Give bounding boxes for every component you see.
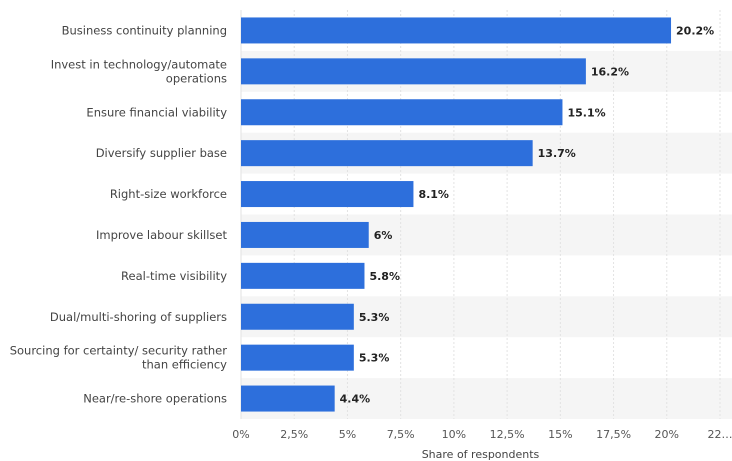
value-label: 20.2% [676, 24, 714, 37]
x-tick-label: 2,5% [280, 428, 308, 441]
x-tick-labels: 0% 2,5% 5% 7,5% 10% 12,5% 15% 17,5% 20% 22… [232, 428, 732, 441]
x-tick-label: 10% [442, 428, 466, 441]
x-tick-label: 20% [655, 428, 679, 441]
category-label: Dual/multi-shoring of suppliers [50, 310, 227, 324]
category-label: Business continuity planning [62, 23, 227, 37]
bar [241, 385, 335, 412]
value-label: 6% [374, 229, 393, 242]
bar [241, 17, 672, 44]
x-tick-label: 22… [708, 428, 732, 441]
value-label: 16.2% [591, 65, 629, 78]
category-label: Invest in technology/automate operations [51, 57, 227, 85]
category-label: Improve labour skillset [96, 228, 227, 242]
bar [241, 303, 354, 330]
bar [241, 221, 369, 248]
x-tick-label: 7,5% [387, 428, 415, 441]
x-tick-label: 12,5% [490, 428, 525, 441]
x-tick-label: 0% [232, 428, 249, 441]
category-label: Sourcing for certainty/ security rather t… [10, 344, 228, 372]
bar [241, 344, 354, 371]
category-label: Real-time visibility [121, 269, 227, 283]
value-label: 8.1% [418, 188, 449, 201]
value-label: 5.3% [359, 352, 390, 365]
bar [241, 262, 365, 289]
value-label: 15.1% [567, 106, 605, 119]
category-label: Right-size workforce [110, 187, 227, 201]
category-label: Diversify supplier base [96, 146, 227, 160]
value-label: 13.7% [538, 147, 576, 160]
bar [241, 181, 414, 208]
category-label: Near/re-shore operations [83, 392, 227, 406]
bar [241, 99, 563, 126]
bar [241, 140, 533, 167]
value-labels: 20.2% 16.2% 15.1% 13.7% 8.1% 6% 5.8% 5.3% 5.3% 4.… [340, 24, 715, 405]
x-tick-label: 5% [339, 428, 356, 441]
x-axis-title: Share of respondents [422, 448, 540, 461]
value-label: 5.3% [359, 311, 390, 324]
bar [241, 58, 586, 85]
x-tick-label: 15% [548, 428, 572, 441]
category-label: Ensure financial viability [86, 105, 227, 119]
x-tick-label: 17,5% [596, 428, 631, 441]
category-labels: Business continuity planning Invest in te… [10, 23, 228, 405]
value-label: 4.4% [340, 393, 371, 406]
value-label: 5.8% [369, 270, 400, 283]
bars [241, 17, 672, 412]
